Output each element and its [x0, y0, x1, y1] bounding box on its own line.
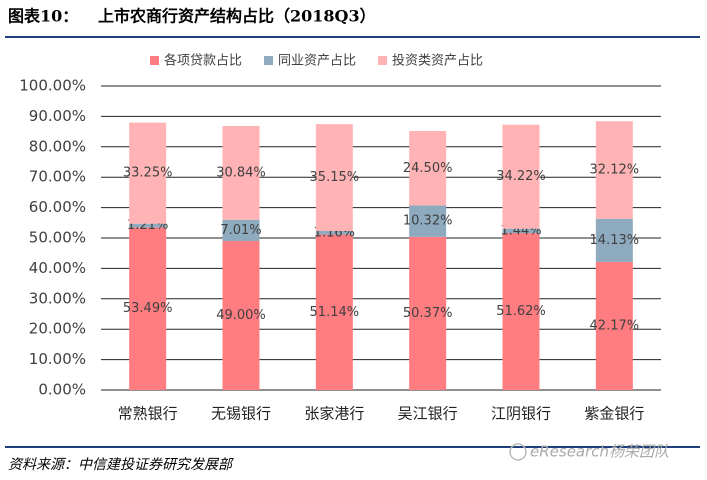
bar-segment	[595, 121, 633, 219]
legend-label: 各项贷款占比	[164, 53, 242, 69]
legend-label: 投资类资产占比	[392, 53, 483, 69]
bar-segment	[595, 261, 633, 390]
legend-label: 同业资产占比	[278, 54, 356, 69]
y-tick-label: 100.00%	[19, 77, 86, 95]
watermark: eResearch杨荣团队	[530, 443, 669, 461]
data-label: 33.25%	[123, 166, 173, 181]
bar-segment	[409, 236, 447, 390]
y-tick-label: 70.00%	[29, 168, 86, 186]
y-tick-label: 60.00%	[29, 198, 86, 216]
data-label: 51.62%	[496, 304, 546, 319]
bar-segment	[409, 131, 447, 206]
bar-segment	[315, 234, 353, 390]
legend-swatch	[378, 56, 388, 65]
data-label: 24.50%	[403, 161, 453, 176]
source: 资料来源：中信建投证券研究发展部	[8, 457, 234, 473]
y-tick-label: 50.00%	[29, 229, 86, 247]
data-label: 7.01%	[220, 223, 261, 238]
data-label: 10.32%	[403, 214, 453, 229]
x-tick-label: 张家港行	[304, 405, 364, 423]
bar-segment	[222, 241, 260, 390]
y-tick-label: 20.00%	[29, 320, 86, 338]
bar-segment	[502, 124, 540, 229]
y-tick-label: 90.00%	[29, 107, 86, 125]
bar-segment	[129, 122, 167, 224]
data-label: 50.37%	[403, 306, 453, 321]
data-label: 35.15%	[310, 170, 360, 185]
data-label: 32.12%	[590, 163, 640, 178]
bar-segment	[315, 231, 353, 235]
bar-segment	[409, 205, 447, 237]
data-label: 51.14%	[310, 305, 360, 320]
legend-swatch	[150, 56, 159, 65]
data-label: 53.49%	[123, 301, 173, 316]
data-label: 49.00%	[216, 308, 266, 323]
figure-label: 图表10：	[8, 7, 78, 26]
bar-segment	[129, 223, 167, 228]
x-tick-label: 吴江银行	[398, 405, 458, 423]
bar-segment	[129, 227, 167, 390]
chart-title: 上市农商行资产结构占比（2018Q3）	[98, 7, 376, 26]
x-tick-label: 江阴银行	[491, 405, 551, 423]
watermark-icon	[509, 443, 527, 461]
y-tick-label: 10.00%	[29, 350, 86, 368]
legend-swatch	[264, 56, 274, 65]
y-tick-label: 40.00%	[29, 259, 86, 277]
x-tick-label: 无锡银行	[211, 405, 271, 423]
data-label: 30.84%	[216, 165, 266, 180]
data-label: 34.22%	[496, 169, 546, 184]
bar-segment	[222, 219, 260, 242]
bar-segment	[222, 125, 260, 220]
data-label: 42.17%	[590, 318, 640, 333]
bar-segment	[502, 233, 540, 390]
x-tick-label: 紫金银行	[584, 405, 644, 423]
bar-segment	[595, 218, 633, 262]
bar-segment	[315, 124, 353, 232]
y-tick-label: 0.00%	[38, 381, 86, 399]
data-label: 14.13%	[590, 233, 640, 248]
y-tick-label: 30.00%	[29, 289, 86, 307]
bar-segment	[502, 228, 540, 234]
x-tick-label: 常熟银行	[118, 405, 178, 423]
y-tick-label: 80.00%	[29, 137, 86, 155]
